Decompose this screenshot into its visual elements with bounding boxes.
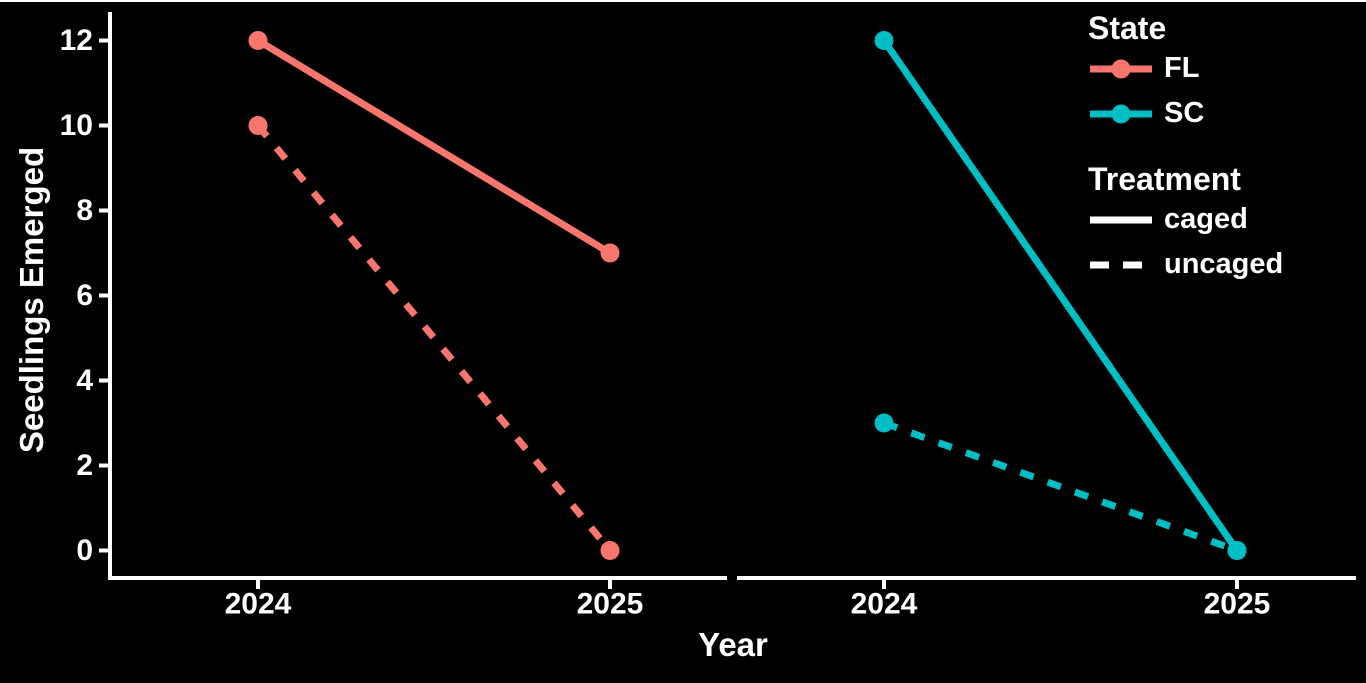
legend-treatment-title: Treatment xyxy=(1088,161,1241,197)
legend-label-uncaged: uncaged xyxy=(1164,248,1284,280)
svg-text:4: 4 xyxy=(76,364,93,397)
svg-text:6: 6 xyxy=(76,279,93,312)
legend-label-caged: caged xyxy=(1164,203,1248,235)
svg-text:8: 8 xyxy=(76,194,93,227)
svg-text:2025: 2025 xyxy=(577,588,644,621)
legend: State FL SC Treatment xyxy=(1088,10,1363,287)
legend-item-caged: caged xyxy=(1088,197,1363,242)
legend-treatment-key-1 xyxy=(1090,261,1152,268)
legend-state-key-1 xyxy=(1090,104,1152,123)
legend-state-title: State xyxy=(1088,10,1167,46)
legend-group-treatment: Treatment caged uncaged xyxy=(1088,161,1363,287)
legend-state-key-0 xyxy=(1090,59,1152,78)
svg-text:12: 12 xyxy=(60,24,93,57)
legend-item-sc: SC xyxy=(1088,91,1363,136)
legend-item-fl: FL xyxy=(1088,46,1363,91)
svg-text:10: 10 xyxy=(60,109,93,142)
svg-text:2024: 2024 xyxy=(225,588,292,621)
y-axis-title: Seedlings Emerged xyxy=(13,146,50,454)
svg-text:2024: 2024 xyxy=(851,588,918,621)
legend-item-uncaged: uncaged xyxy=(1088,242,1363,287)
legend-label-sc: SC xyxy=(1164,97,1205,129)
svg-text:2025: 2025 xyxy=(1204,588,1271,621)
svg-text:0: 0 xyxy=(76,534,93,567)
legend-group-state: State FL SC xyxy=(1088,10,1363,136)
legend-label-fl: FL xyxy=(1164,52,1200,84)
x-axis-title: Year xyxy=(698,626,768,663)
window-top-border xyxy=(0,0,1366,2)
legend-treatment-key-0 xyxy=(1090,216,1152,223)
svg-text:2: 2 xyxy=(76,449,93,482)
